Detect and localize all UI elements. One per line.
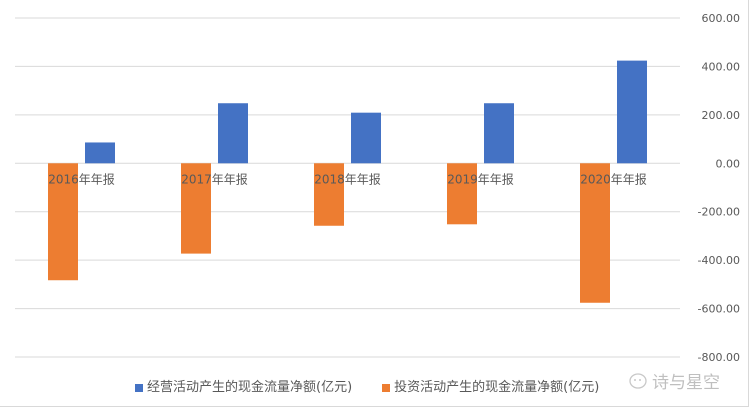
y-tick-label: 400.00 <box>702 60 741 73</box>
y-tick-label: 200.00 <box>702 109 741 122</box>
bar-investing <box>447 163 477 225</box>
legend-swatch-blue <box>135 383 143 392</box>
legend-label: 投资活动产生的现金流量净额(亿元) <box>394 380 600 395</box>
x-tick-label: 2020年年报 <box>580 171 647 186</box>
y-tick-label: -400.00 <box>698 254 740 267</box>
legend-item-investing: 投资活动产生的现金流量净额(亿元) <box>382 376 599 395</box>
bar-operating <box>351 112 381 164</box>
wechat-icon <box>629 372 647 389</box>
y-tick-label: 0.00 <box>716 157 741 170</box>
bar-investing <box>580 163 610 303</box>
x-tick-label: 2016年年报 <box>48 171 115 186</box>
x-tick-label: 2017年年报 <box>181 171 248 186</box>
legend-swatch-orange <box>382 383 391 392</box>
watermark: 诗与星空 <box>628 368 720 393</box>
bar-chart: 600.00 400.00 200.00 0.00 -200.00 -400.00 -600… <box>15 12 741 364</box>
x-tick-label: 2019年年报 <box>447 171 514 186</box>
bar-operating <box>484 103 514 164</box>
x-tick-label: 2018年年报 <box>314 171 381 186</box>
legend-item-operating: 经营活动产生的现金流量净额(亿元) <box>135 376 352 395</box>
y-tick-label: 600.00 <box>702 12 741 25</box>
bar-investing <box>314 163 344 226</box>
watermark-text: 诗与星空 <box>652 373 720 393</box>
bar-investing <box>48 163 78 281</box>
y-tick-label: -600.00 <box>698 303 740 316</box>
legend-label: 经营活动产生的现金流量净额(亿元) <box>147 380 353 395</box>
y-tick-label: -200.00 <box>698 206 740 219</box>
legend: 经营活动产生的现金流量净额(亿元) 投资活动产生的现金流量净额(亿元) <box>135 376 599 395</box>
bar-operating <box>617 60 647 164</box>
bar-operating <box>85 142 115 164</box>
y-tick-label: -800.00 <box>698 351 740 364</box>
bar-operating <box>218 103 248 164</box>
bar-investing <box>181 163 211 254</box>
